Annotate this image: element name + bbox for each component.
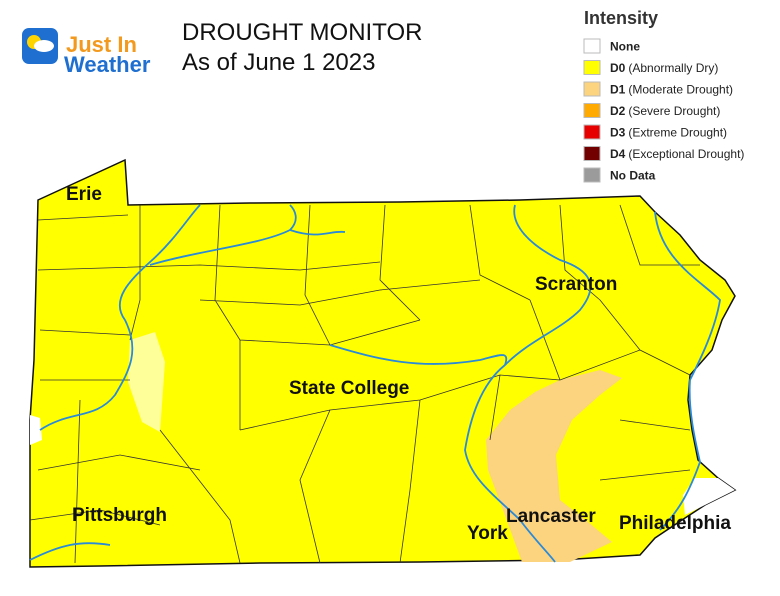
legend-swatch (583, 146, 601, 161)
legend-code: D1 (610, 83, 626, 97)
legend-swatch (583, 38, 601, 54)
logo: Just In Weather (22, 28, 151, 77)
city-label: Erie (66, 184, 102, 205)
legend-code: D2 (610, 104, 626, 118)
county-lines (29, 204, 700, 564)
legend-swatch (583, 60, 601, 75)
map (29, 158, 737, 568)
legend-description: (Moderate Drought) (628, 83, 733, 97)
city-label: Scranton (535, 274, 617, 295)
abnormally-dry-light-area (128, 332, 165, 432)
city-label: State College (289, 378, 409, 399)
subtitle: As of June 1 2023 (182, 49, 375, 76)
legend-label: No Data (610, 169, 656, 183)
legend-swatch (583, 81, 601, 97)
legend-label: D4 (Exceptional Drought) (610, 147, 744, 161)
legend-title: Intensity (584, 8, 658, 28)
legend-code: No Data (610, 169, 656, 183)
legend-label: None (610, 40, 640, 54)
legend-label: D1 (Moderate Drought) (610, 83, 733, 97)
legend-label: D2 (Severe Drought) (610, 104, 720, 118)
no-drought-area (683, 478, 735, 515)
state-area (29, 158, 737, 568)
city-label: Pittsburgh (72, 505, 167, 526)
legend-code: None (610, 40, 640, 54)
title: DROUGHT MONITOR (182, 19, 422, 46)
legend-description: (Exceptional Drought) (628, 147, 744, 161)
moderate-drought-area (486, 370, 622, 562)
legend-description: (Abnormally Dry) (628, 61, 718, 75)
legend-swatch (583, 124, 601, 140)
city-label: York (467, 523, 508, 544)
city-label: Philadelphia (619, 513, 731, 534)
legend-swatch (583, 167, 601, 183)
logo-cloud (34, 40, 54, 52)
legend-code: D0 (610, 61, 626, 75)
legend-code: D3 (610, 126, 626, 140)
logo-line2: Weather (64, 52, 151, 77)
legend-description: (Severe Drought) (628, 104, 720, 118)
rivers (29, 204, 721, 563)
legend-description: (Extreme Drought) (628, 126, 727, 140)
no-drought-area (30, 415, 42, 445)
logo-line1: Just In (66, 32, 137, 57)
legend-code: D4 (610, 147, 626, 161)
legend-label: D3 (Extreme Drought) (610, 126, 727, 140)
legend-swatch (583, 103, 601, 118)
legend-label: D0 (Abnormally Dry) (610, 61, 718, 75)
city-label: Lancaster (506, 506, 596, 527)
